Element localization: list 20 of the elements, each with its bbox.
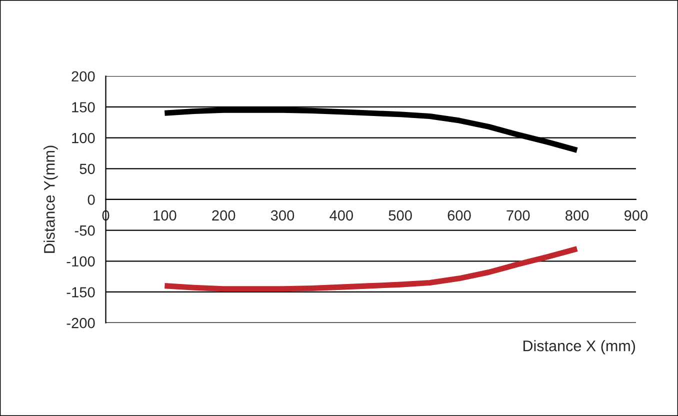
x-tick-label: 100 [154, 210, 176, 221]
y-tick-label: 0 [88, 194, 95, 205]
y-tick-label: -50 [74, 225, 95, 236]
x-tick-label: 300 [270, 210, 294, 221]
x-tick-label: 900 [624, 210, 648, 221]
y-axis-title: Distance Y(mm) [44, 146, 58, 253]
x-tick-label: 800 [566, 210, 589, 221]
x-tick-label: 400 [330, 210, 354, 221]
x-tick-label: 600 [448, 210, 471, 221]
y-tick-label: -200 [66, 318, 95, 328]
y-tick-label: 200 [72, 71, 95, 82]
x-axis-title: Distance X (mm) [523, 340, 636, 354]
x-tick-label: 700 [506, 210, 530, 221]
y-tick-label: -100 [66, 256, 95, 267]
y-tick-label: 100 [72, 132, 95, 144]
x-tick-label: 200 [212, 210, 236, 221]
y-tick-label: 150 [72, 102, 95, 112]
y-tick-label: 50 [80, 164, 95, 174]
y-tick-label: -150 [66, 287, 95, 298]
x-tick-label: 500 [388, 210, 412, 221]
